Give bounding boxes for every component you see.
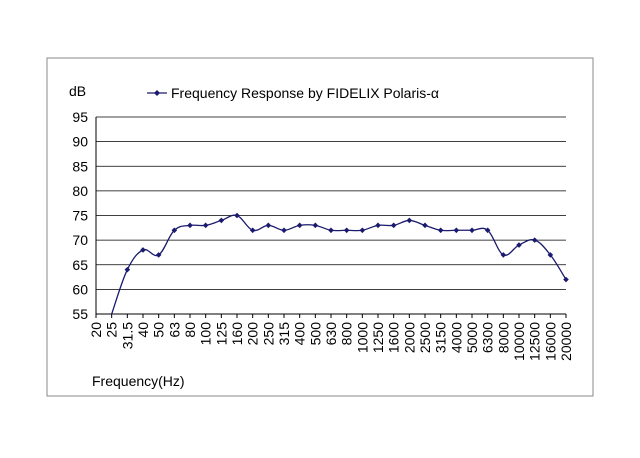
x-tick-label-5000: 5000 [464,322,480,353]
y-tick-label-95: 95 [72,109,88,125]
data-point-160 [234,212,240,219]
x-tick-label-25: 25 [104,322,120,338]
data-point-20000 [563,276,569,283]
data-point-315 [281,227,287,234]
data-point-31.5 [124,266,131,273]
data-point-1000 [359,227,366,234]
grid-lines [96,116,566,290]
y-tick-label-60: 60 [72,281,88,297]
data-point-2500 [422,222,428,229]
data-point-100 [202,222,209,229]
series-frequency-response [111,212,569,315]
x-tick-label-8000: 8000 [495,322,511,353]
x-tick-label-12500: 12500 [527,322,543,361]
y-tick-label-80: 80 [72,183,88,199]
x-tick-label-20: 20 [88,322,104,338]
x-tick-label-4000: 4000 [448,322,464,353]
x-tick-label-80: 80 [182,322,198,338]
data-point-8000 [500,252,507,258]
data-point-200 [249,227,256,234]
data-point-1250 [375,222,381,229]
data-point-125 [218,217,225,224]
x-tick-label-2500: 2500 [417,322,433,353]
legend-label: Frequency Response by FIDELIX Polaris-α [171,85,439,101]
data-point-630 [328,227,334,234]
data-point-500 [312,222,319,229]
x-tick-label-315: 315 [276,322,292,346]
data-point-3150 [437,227,444,234]
data-point-2000 [406,217,413,224]
data-point-16000 [547,252,554,258]
x-tick-label-250: 250 [260,322,276,346]
x-tick-label-400: 400 [292,322,308,346]
x-tick-label-2000: 2000 [401,322,417,353]
data-point-50 [155,252,162,258]
x-tick-label-31.5: 31.5 [119,322,135,349]
y-axis-label: dB [69,83,86,99]
x-tick-label-100: 100 [198,322,214,346]
legend: Frequency Response by FIDELIX Polaris-α [147,85,439,101]
x-tick-label-1000: 1000 [354,322,370,353]
data-point-1600 [390,222,397,229]
data-point-80 [187,222,193,229]
y-tick-label-55: 55 [72,306,88,322]
y-tick-label-65: 65 [72,257,88,273]
x-tick-label-500: 500 [307,322,323,346]
x-tick-label-1250: 1250 [370,322,386,353]
x-tick-label-63: 63 [166,322,182,338]
data-point-800 [343,227,350,234]
x-tick-label-3150: 3150 [433,322,449,353]
x-tick-label-630: 630 [323,322,339,346]
x-tick-label-50: 50 [151,322,167,338]
data-point-4000 [453,227,460,234]
data-point-12500 [531,237,538,243]
data-point-10000 [516,242,522,248]
x-tick-label-10000: 10000 [511,322,527,361]
x-tick-label-125: 125 [213,322,229,346]
y-tick-label-90: 90 [72,134,88,150]
y-tick-label-85: 85 [72,158,88,174]
data-point-6300 [484,227,491,234]
data-point-5000 [469,227,475,234]
data-point-40 [140,247,146,253]
x-tick-label-160: 160 [229,322,245,346]
x-tick-labels: 20 25 31.5 40 50 63 80 100 125 160 200 250 315 400 500… [88,322,574,361]
data-point-400 [296,222,303,229]
y-tick-label-75: 75 [72,208,88,224]
x-tick-label-20000: 20000 [558,322,574,361]
x-tick-label-6300: 6300 [480,322,496,353]
x-tick-label-16000: 16000 [542,322,558,361]
y-tick-labels: 95 90 85 80 75 70 65 60 55 [72,109,88,322]
legend-marker [154,90,160,96]
axes [95,117,567,318]
data-point-250 [265,222,272,229]
x-tick-label-40: 40 [135,322,151,338]
data-point-63 [171,227,178,234]
y-tick-label-70: 70 [72,232,88,248]
x-tick-label-800: 800 [339,322,355,346]
x-tick-label-200: 200 [245,322,261,346]
x-axis-label: Frequency(Hz) [92,373,185,389]
x-tick-label-1600: 1600 [386,322,402,353]
